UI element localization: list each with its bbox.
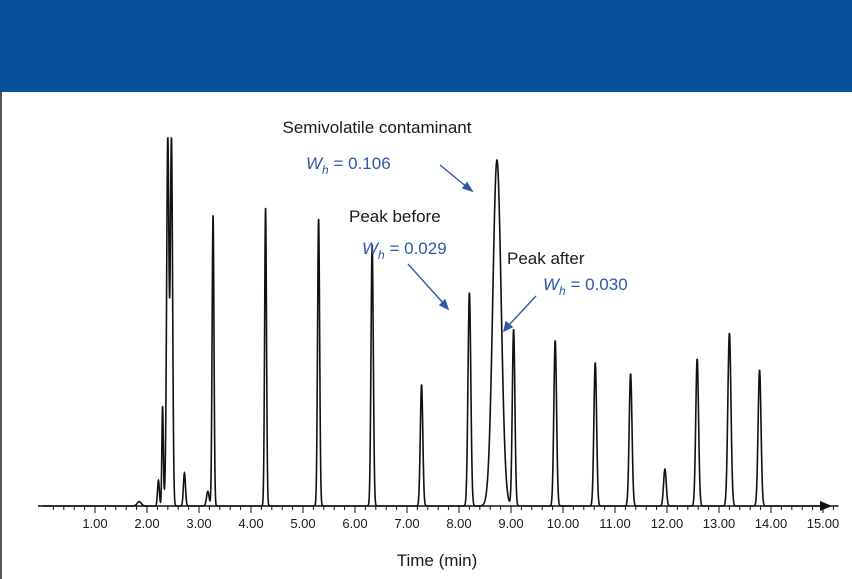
x-tick-label: 14.00: [755, 516, 788, 531]
annotation-peak-after: Peak after: [507, 249, 585, 268]
arrow-peak-before-head: [438, 298, 450, 311]
x-tick-label: 15.00: [807, 516, 840, 531]
x-axis: [38, 501, 834, 513]
x-tick-label: 9.00: [498, 516, 523, 531]
annotation-peak-before: Peak before: [349, 207, 441, 226]
chromatogram-trace: [43, 137, 839, 507]
x-tick-label: 5.00: [290, 516, 315, 531]
x-tick-label: 7.00: [394, 516, 419, 531]
header-banner: [0, 0, 852, 92]
annotation-wh-before: Wh = 0.029: [362, 239, 447, 262]
x-tick-label: 6.00: [342, 516, 367, 531]
x-tick-label: 2.00: [134, 516, 159, 531]
arrow-peak-after-head: [502, 320, 514, 333]
arrow-main-head: [461, 181, 474, 193]
x-tick-label: 13.00: [703, 516, 736, 531]
trace-layer: [43, 137, 839, 507]
x-tick-label: 4.00: [238, 516, 263, 531]
arrow-peak-before: [407, 263, 445, 305]
annotation-semivolatile-contaminant: Semivolatile contaminant: [283, 118, 472, 137]
x-tick-label: 8.00: [446, 516, 471, 531]
chart-panel: [0, 92, 852, 579]
x-tick-label: 10.00: [547, 516, 580, 531]
x-axis-arrowhead: [820, 501, 832, 511]
arrow-main: [439, 164, 469, 189]
annotation-wh-main: Wh = 0.106: [306, 154, 391, 177]
x-tick-label: 11.00: [599, 516, 631, 531]
x-axis-title: Time (min): [397, 551, 478, 570]
x-tick-label: 1.00: [82, 516, 107, 531]
annotation-wh-after: Wh = 0.030: [543, 275, 628, 298]
x-tick-label: 3.00: [186, 516, 211, 531]
x-tick-label: 12.00: [651, 516, 684, 531]
x-tick-labels: 1.00 2.00 3.00 4.00 5.00 6.00 7.00 8.00 9.00 10.0…: [82, 516, 839, 531]
arrow-peak-after: [507, 295, 537, 327]
